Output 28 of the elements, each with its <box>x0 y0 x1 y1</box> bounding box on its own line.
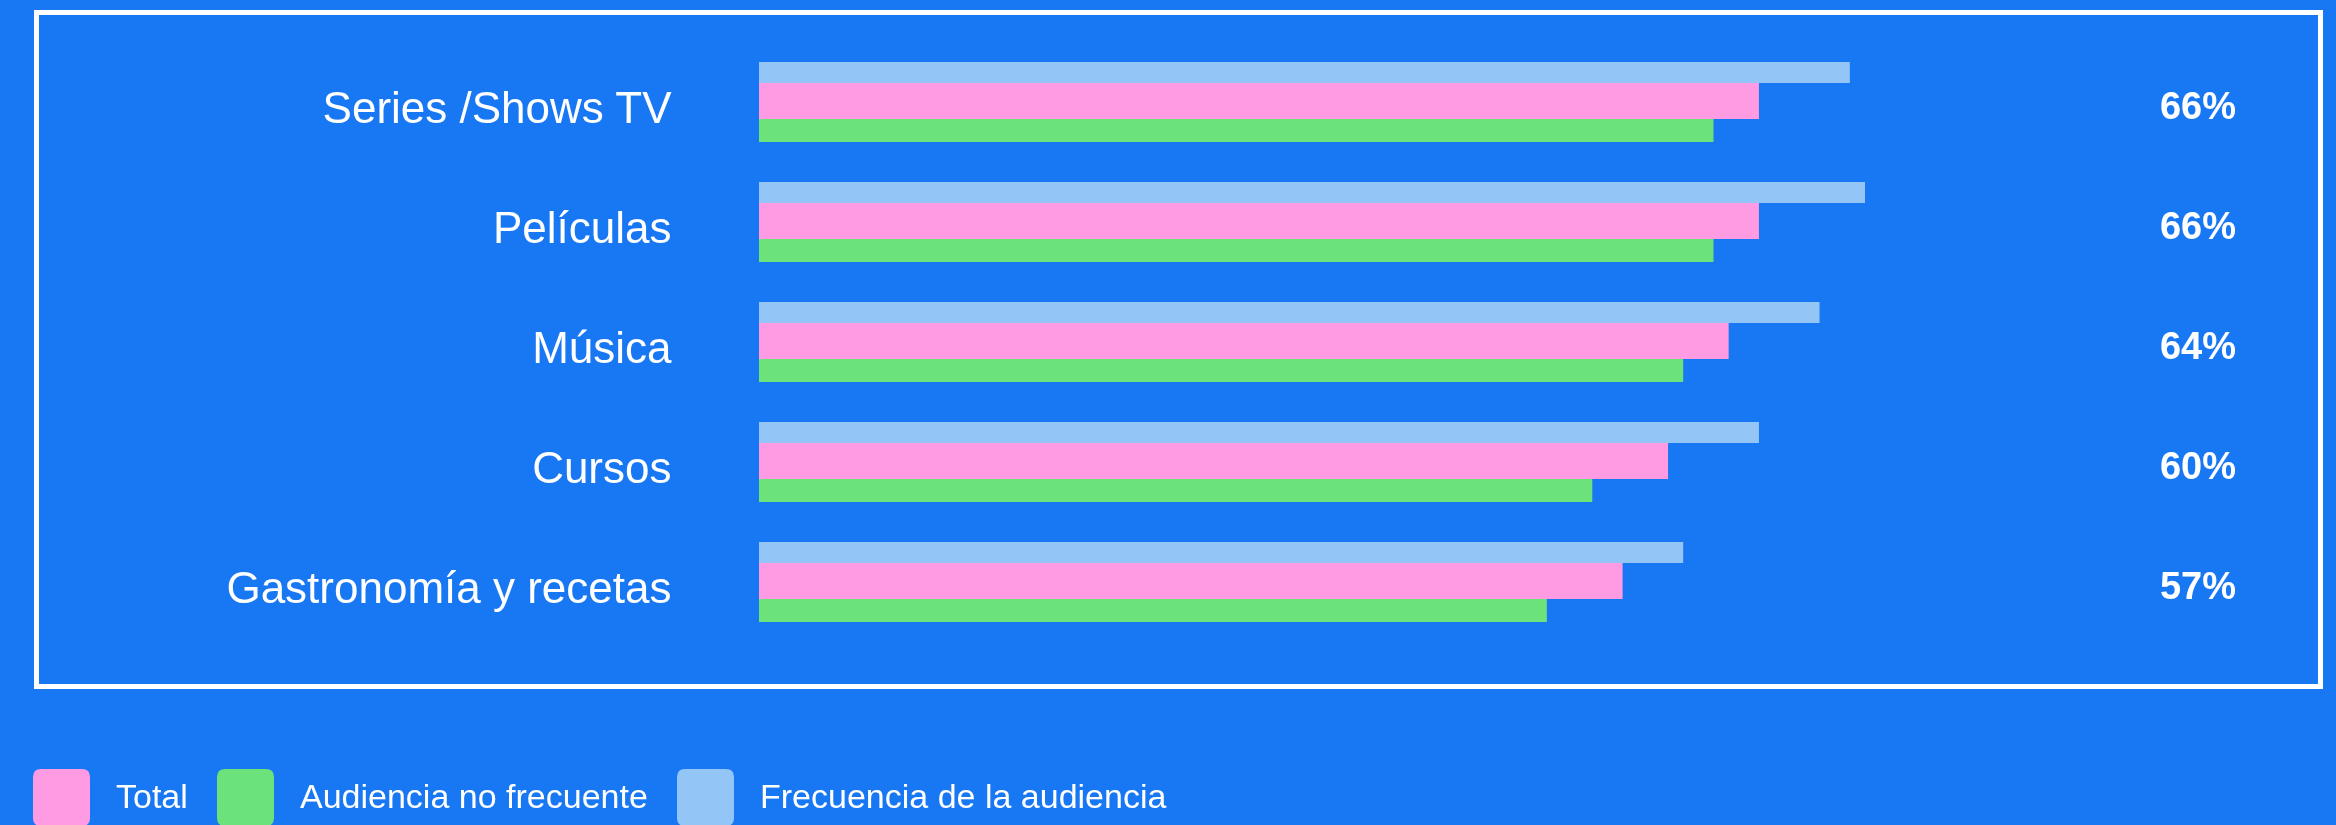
bar <box>759 359 1684 382</box>
data-label: 57% <box>2159 565 2237 607</box>
y-tick-label: Películas <box>492 203 672 252</box>
legend-label: Total <box>116 776 188 815</box>
bar <box>759 542 1684 563</box>
data-label: 60% <box>2159 445 2237 487</box>
y-tick-label: Gastronomía y recetas <box>226 563 672 612</box>
bar <box>759 599 1547 622</box>
legend-label: Audiencia no frecuente <box>300 776 648 815</box>
bar <box>759 323 1729 359</box>
y-tick-label: Música <box>532 323 673 372</box>
bar <box>759 302 1820 323</box>
bar <box>759 422 1759 443</box>
legend-label: Frecuencia de la audiencia <box>760 776 1167 815</box>
data-label: 66% <box>2159 205 2237 247</box>
y-tick-label: Cursos <box>532 443 672 492</box>
data-label: 66% <box>2159 85 2237 127</box>
bar <box>759 119 1714 142</box>
y-tick-label: Series /Shows TV <box>322 83 673 132</box>
bar <box>759 563 1623 599</box>
bar <box>759 203 1759 239</box>
bar <box>759 443 1669 479</box>
bar <box>759 182 1865 203</box>
bar <box>759 83 1759 119</box>
bar <box>759 62 1850 83</box>
bar <box>759 479 1593 502</box>
bar <box>759 239 1714 262</box>
data-label: 64% <box>2159 325 2237 367</box>
